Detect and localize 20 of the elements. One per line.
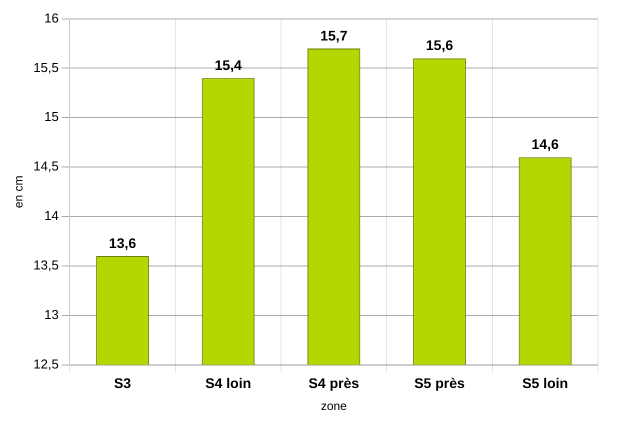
y-tick-label: 13 — [44, 306, 59, 322]
data-label: 15,7 — [320, 27, 348, 44]
y-tick-label: 13,5 — [33, 258, 59, 273]
y-tick-label: 12,5 — [33, 356, 59, 372]
y-tick-label: 15 — [44, 109, 59, 124]
x-axis-title: zone — [320, 399, 348, 414]
data-label: 14,6 — [532, 136, 560, 152]
data-label: 15,6 — [426, 37, 454, 54]
data-label: 13,6 — [108, 234, 136, 251]
x-tick-label: S3 — [114, 375, 132, 392]
x-tick-label: S4 près — [308, 375, 360, 392]
y-tick-label: 14 — [44, 208, 59, 224]
y-tick-label: 15,5 — [33, 60, 59, 75]
data-label: 15,4 — [214, 56, 242, 73]
x-tick-label: S5 près — [414, 375, 466, 392]
x-tick-label: S5 loin — [522, 375, 568, 392]
y-tick-label: 14,5 — [33, 158, 59, 174]
x-tick-label: S4 loin — [205, 375, 252, 392]
y-tick-label: 16 — [44, 10, 59, 26]
y-axis-title: en cm — [12, 175, 26, 208]
